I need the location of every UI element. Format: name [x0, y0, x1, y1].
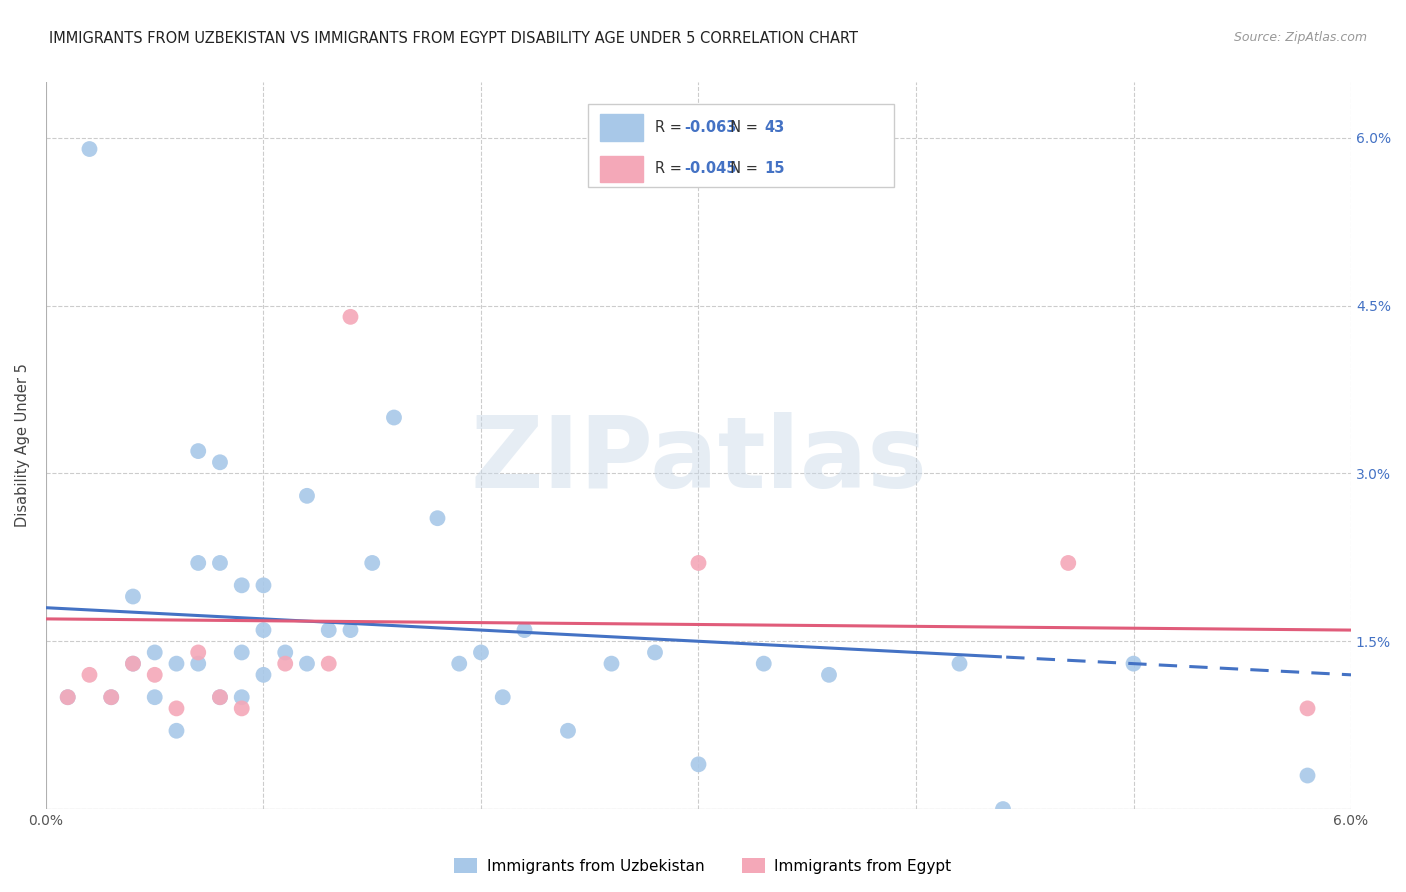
Text: -0.063: -0.063	[685, 120, 737, 135]
Point	[208, 556, 231, 570]
Point	[208, 690, 231, 705]
Point	[361, 556, 384, 570]
Point	[252, 623, 274, 637]
Point	[187, 556, 209, 570]
Text: N =: N =	[721, 161, 762, 177]
FancyBboxPatch shape	[588, 103, 894, 187]
Point	[1057, 556, 1080, 570]
Y-axis label: Disability Age Under 5: Disability Age Under 5	[15, 364, 30, 527]
Point	[818, 668, 841, 682]
Point	[187, 657, 209, 671]
Point	[600, 657, 623, 671]
Point	[295, 489, 318, 503]
Point	[231, 701, 253, 715]
Text: R =: R =	[655, 161, 686, 177]
Point	[252, 578, 274, 592]
Point	[79, 142, 101, 156]
Point	[143, 645, 166, 659]
Point	[79, 668, 101, 682]
Point	[274, 657, 297, 671]
Text: Source: ZipAtlas.com: Source: ZipAtlas.com	[1233, 31, 1367, 45]
Point	[644, 645, 666, 659]
Legend: Immigrants from Uzbekistan, Immigrants from Egypt: Immigrants from Uzbekistan, Immigrants f…	[449, 852, 957, 880]
Point	[166, 657, 188, 671]
Point	[122, 590, 145, 604]
Point	[1296, 701, 1319, 715]
Text: IMMIGRANTS FROM UZBEKISTAN VS IMMIGRANTS FROM EGYPT DISABILITY AGE UNDER 5 CORRE: IMMIGRANTS FROM UZBEKISTAN VS IMMIGRANTS…	[49, 31, 858, 46]
Point	[100, 690, 122, 705]
Text: 15: 15	[763, 161, 785, 177]
Bar	[600, 155, 643, 182]
Point	[513, 623, 536, 637]
Text: N =: N =	[721, 120, 762, 135]
Text: -0.045: -0.045	[685, 161, 737, 177]
Point	[100, 690, 122, 705]
Bar	[600, 114, 643, 141]
Point	[382, 410, 405, 425]
Text: 43: 43	[763, 120, 785, 135]
Point	[187, 645, 209, 659]
Point	[187, 444, 209, 458]
Point	[318, 623, 340, 637]
Point	[166, 723, 188, 738]
Point	[470, 645, 492, 659]
Point	[1296, 768, 1319, 782]
Point	[318, 657, 340, 671]
Point	[557, 723, 579, 738]
Point	[208, 690, 231, 705]
Point	[492, 690, 515, 705]
Point	[948, 657, 970, 671]
Point	[122, 657, 145, 671]
Point	[166, 701, 188, 715]
Point	[56, 690, 79, 705]
Point	[143, 668, 166, 682]
Point	[449, 657, 471, 671]
Point	[991, 802, 1014, 816]
Point	[752, 657, 775, 671]
Text: ZIPatlas: ZIPatlas	[470, 411, 927, 508]
Text: R =: R =	[655, 120, 686, 135]
Point	[231, 690, 253, 705]
Point	[295, 657, 318, 671]
Point	[56, 690, 79, 705]
Point	[252, 668, 274, 682]
Point	[688, 757, 710, 772]
Point	[274, 645, 297, 659]
Point	[231, 645, 253, 659]
Point	[122, 657, 145, 671]
Point	[339, 623, 361, 637]
Point	[426, 511, 449, 525]
Point	[231, 578, 253, 592]
Point	[208, 455, 231, 469]
Point	[1122, 657, 1144, 671]
Point	[339, 310, 361, 324]
Point	[688, 556, 710, 570]
Point	[143, 690, 166, 705]
